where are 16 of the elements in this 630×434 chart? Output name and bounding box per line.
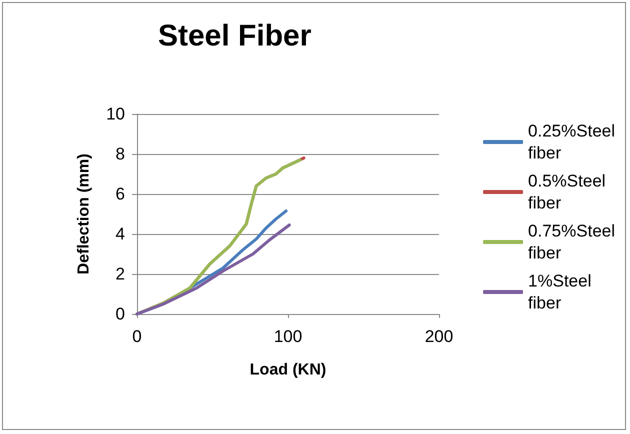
y-tick-label: 6	[116, 184, 125, 204]
legend-label: 0.75%Steel fiber	[528, 222, 615, 262]
x-tick-label: 100	[274, 327, 302, 346]
legend-label: 0.5%Steel fiber	[528, 172, 606, 212]
y-tick-label: 2	[116, 264, 125, 284]
legend-label: 1%Steel fiber	[528, 272, 592, 312]
y-axis-title: Deflection (mm)	[76, 154, 92, 274]
x-tick-label: 200	[424, 327, 454, 346]
x-axis-title: Load (KN)	[250, 362, 326, 378]
legend-label: 0.25%Steel fiber	[528, 122, 615, 162]
y-tick-label: 8	[116, 144, 125, 164]
y-tick-label: 0	[116, 304, 125, 324]
x-tick-label: 0	[132, 327, 142, 346]
y-tick-label: 4	[116, 224, 125, 244]
chart-title: Steel Fiber	[158, 20, 312, 52]
y-tick-label: 10	[106, 104, 125, 124]
